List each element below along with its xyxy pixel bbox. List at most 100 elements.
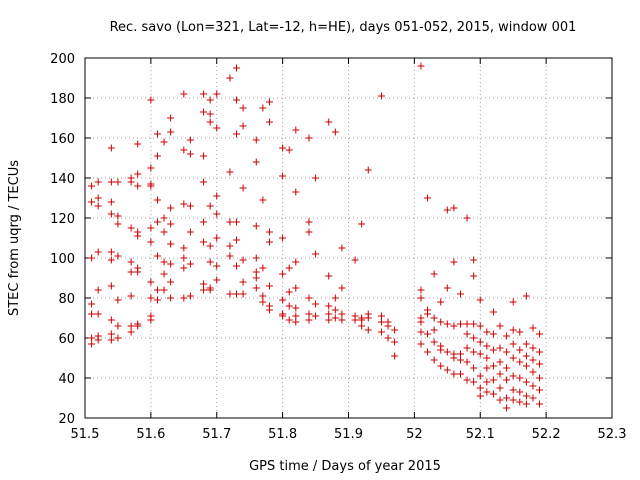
data-point [180,254,188,262]
data-point [470,256,478,264]
data-point [483,378,491,386]
data-point [450,354,458,362]
data-point [430,356,438,364]
data-point [536,348,544,356]
data-point [285,288,293,296]
data-point [325,118,333,126]
y-tick-label: 20 [58,412,75,427]
data-point [114,220,122,228]
data-point [364,166,372,174]
x-tick-label: 52.1 [466,427,495,442]
data-point [259,196,267,204]
data-point [153,286,161,294]
chart-title: Rec. savo (Lon=321, Lat=-12, h=HE), days… [110,20,577,35]
data-point [483,364,491,372]
data-point [503,394,511,402]
x-axis: 51.5 51.6 51.7 51.8 51.9 52 52.1 52.2 52.3 [71,58,627,442]
data-point [377,318,385,326]
x-tick-label: 51.6 [136,427,165,442]
data-point [147,182,155,190]
data-point [233,130,241,138]
data-point [180,264,188,272]
data-point [450,370,458,378]
data-point [114,178,122,186]
data-point [94,336,102,344]
data-point [206,286,214,294]
data-point [450,258,458,266]
data-point [331,306,339,314]
data-point [364,326,372,334]
data-point [134,140,142,148]
data-point [305,218,313,226]
data-point [206,202,214,210]
data-point [127,224,135,232]
data-point [180,294,188,302]
data-point [509,396,517,404]
data-point [529,394,537,402]
data-point [358,316,366,324]
data-point [463,330,471,338]
data-point [391,326,399,334]
data-point [107,248,115,256]
data-point [94,248,102,256]
data-point [331,314,339,322]
data-point [167,114,175,122]
data-point [94,202,102,210]
data-point [377,312,385,320]
data-point [325,272,333,280]
data-point [279,172,287,180]
data-point [503,348,511,356]
data-point [213,276,221,284]
data-point [358,220,366,228]
data-point [147,316,155,324]
data-point [285,146,293,154]
data-point [206,258,214,266]
data-point [476,384,484,392]
data-point [476,296,484,304]
data-point [503,376,511,384]
data-point [476,372,484,380]
data-point [226,290,234,298]
data-point [252,222,260,230]
data-point [127,268,135,276]
data-point [206,110,214,118]
data-point [450,322,458,330]
data-point [463,376,471,384]
data-point [107,256,115,264]
data-point [443,366,451,374]
data-point [226,168,234,176]
data-point [107,316,115,324]
data-point [522,292,530,300]
data-point [167,128,175,136]
data-point [292,126,300,134]
data-point [252,274,260,282]
data-point [114,322,122,330]
data-point [107,210,115,218]
data-point [305,294,313,302]
data-point [509,354,517,362]
data-point [456,350,464,358]
data-point [417,340,425,348]
data-point [88,182,96,190]
data-point [463,214,471,222]
data-point [536,330,544,338]
data-point [88,300,96,308]
data-point [200,108,208,116]
data-point [496,344,504,352]
data-point [107,178,115,186]
data-points [88,62,544,412]
data-point [536,400,544,408]
data-point [94,310,102,318]
data-point [200,152,208,160]
data-point [160,214,168,222]
x-tick-label: 52.3 [598,427,627,442]
data-point [516,358,524,366]
data-point [496,322,504,330]
data-point [88,198,96,206]
data-point [483,354,491,362]
data-point [265,306,273,314]
data-point [233,290,241,298]
data-point [503,404,511,412]
data-point [305,316,313,324]
data-point [279,312,287,320]
